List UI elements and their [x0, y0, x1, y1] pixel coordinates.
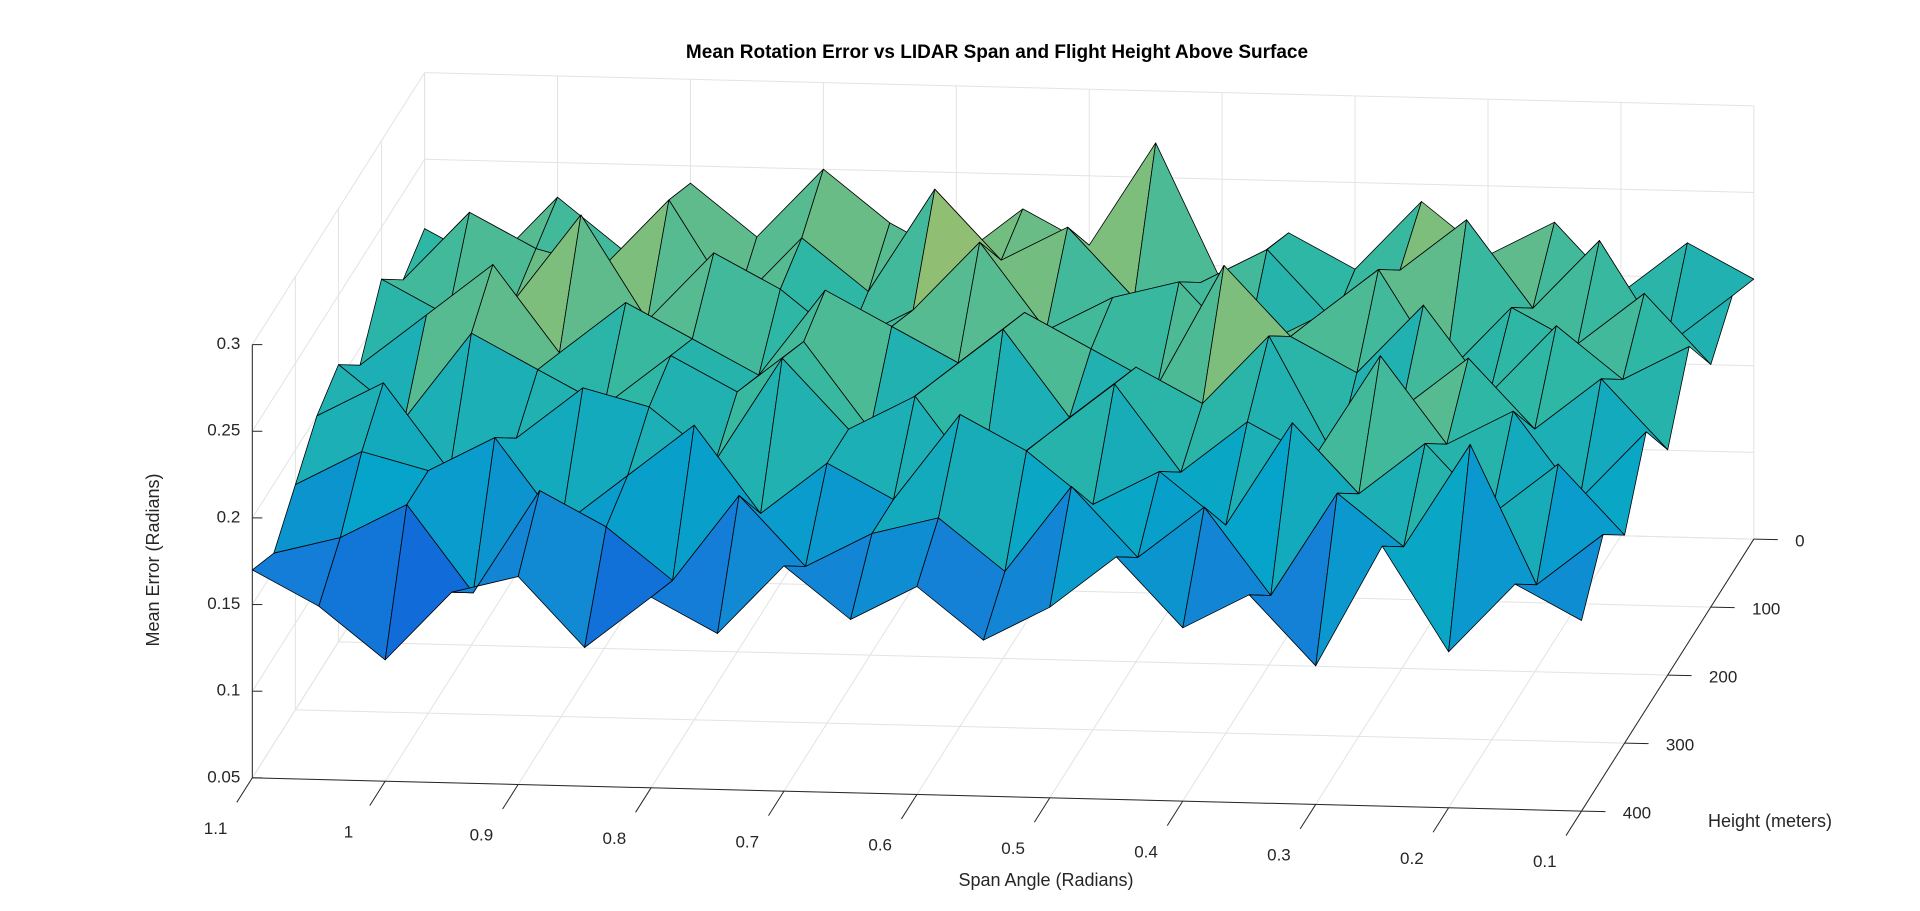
x-tick-label: 1	[344, 822, 353, 841]
y-tick	[1753, 538, 1778, 541]
x-tick-label: 0.1	[1533, 852, 1557, 871]
x-tick	[369, 780, 386, 806]
z-tick-label: 0.15	[207, 594, 240, 613]
x-tick-label: 0.5	[1001, 839, 1025, 858]
z-tick-label: 0.3	[217, 334, 241, 353]
x-tick-label: 0.7	[735, 832, 759, 851]
y-axis-label: Height (meters)	[1708, 811, 1832, 831]
y-tick	[1624, 742, 1649, 745]
axes	[236, 344, 1778, 836]
y-tick	[1710, 606, 1735, 609]
chart-title: Mean Rotation Error vs LIDAR Span and Fl…	[686, 42, 1308, 63]
x-tick-label: 0.3	[1267, 846, 1291, 865]
x-axis-label: Span Angle (Radians)	[958, 870, 1133, 890]
y-tick-label: 400	[1623, 803, 1651, 822]
grid-line	[295, 709, 1625, 744]
x-tick-label: 1.1	[204, 819, 228, 838]
y-tick-label: 0	[1795, 531, 1804, 550]
z-tick-label: 0.05	[207, 767, 240, 786]
grid-line	[251, 72, 426, 345]
x-tick	[635, 787, 652, 813]
x-tick	[900, 794, 918, 820]
y-tick-label: 100	[1752, 599, 1780, 618]
x-tick-label: 0.4	[1134, 842, 1158, 861]
z-tick-label: 0.2	[217, 507, 241, 526]
grid-line	[338, 641, 1668, 676]
y-tick-label: 300	[1666, 735, 1694, 754]
z-axis-label: Mean Error (Radians)	[143, 473, 163, 646]
x-tick-label: 0.6	[868, 836, 892, 855]
y-tick	[1667, 674, 1692, 677]
y-tick-label: 200	[1709, 667, 1737, 686]
grid-line	[251, 158, 426, 432]
z-tick-label: 0.25	[207, 421, 240, 440]
x-tick	[1432, 807, 1450, 833]
x-tick-label: 0.9	[470, 826, 494, 845]
x-tick-label: 0.2	[1400, 849, 1424, 868]
x-tick-label: 0.8	[603, 829, 627, 848]
x-tick	[236, 777, 253, 803]
surface	[251, 142, 1755, 667]
surface-face	[1514, 534, 1604, 621]
grid-line	[424, 158, 1754, 193]
x-tick	[1166, 800, 1184, 826]
grid-line	[424, 72, 1754, 107]
z-tick-label: 0.1	[217, 681, 241, 700]
x-tick	[502, 784, 519, 810]
y-tick	[1581, 810, 1606, 813]
x-tick	[768, 790, 785, 816]
x-tick	[1299, 804, 1317, 830]
x-tick	[1565, 810, 1582, 836]
x-tick	[1033, 797, 1051, 823]
labels: Mean Rotation Error vs LIDAR Span and Fl…	[143, 42, 1832, 890]
